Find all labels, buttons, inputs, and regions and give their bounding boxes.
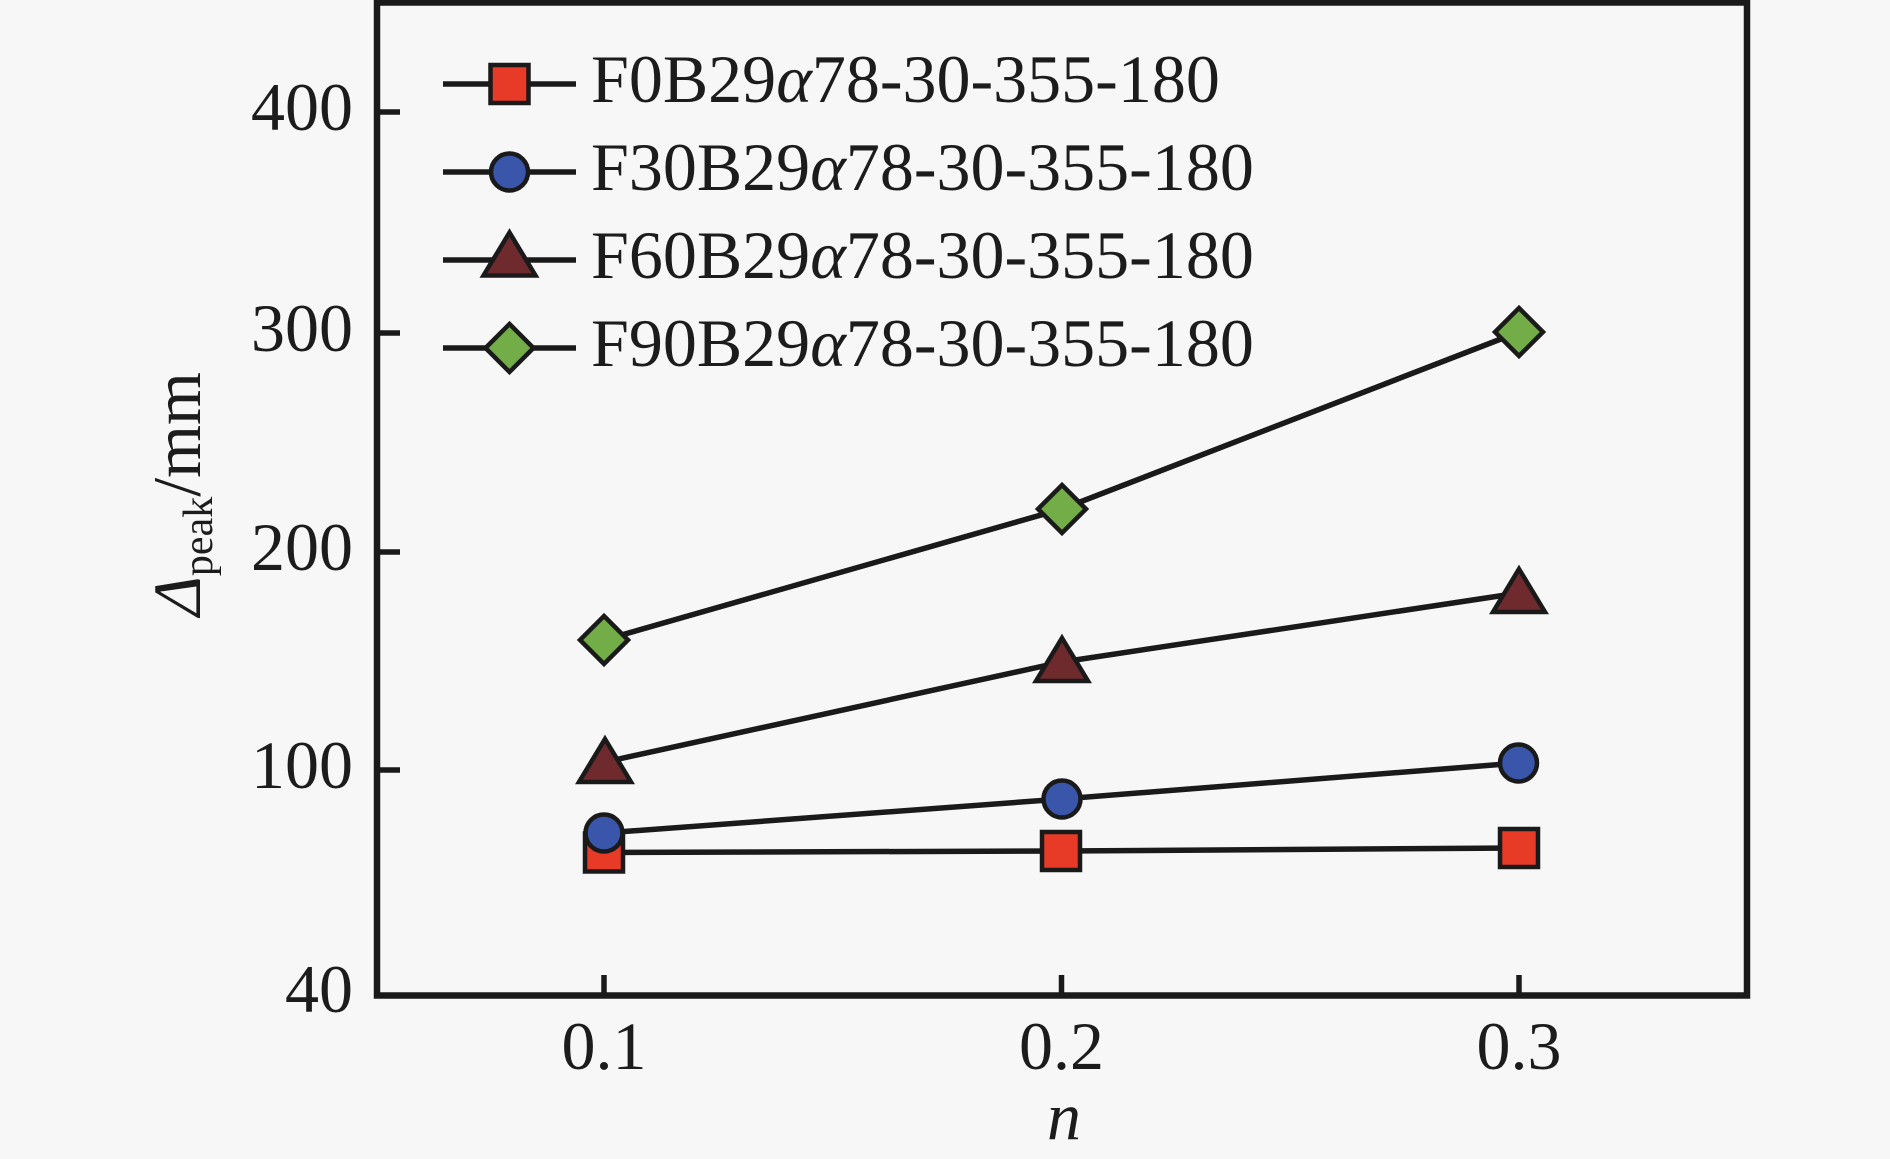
svg-text:F60B29α78-30-355-180: F60B29α78-30-355-180 bbox=[591, 217, 1254, 293]
svg-text:400: 400 bbox=[251, 69, 353, 145]
svg-text:0.3: 0.3 bbox=[1477, 1008, 1562, 1084]
svg-text:n: n bbox=[1047, 1078, 1081, 1154]
svg-text:40: 40 bbox=[285, 951, 353, 1027]
svg-text:F90B29α78-30-355-180: F90B29α78-30-355-180 bbox=[591, 305, 1254, 381]
svg-text:300: 300 bbox=[251, 290, 353, 366]
svg-text:F0B29α78-30-355-180: F0B29α78-30-355-180 bbox=[591, 41, 1220, 117]
svg-text:100: 100 bbox=[251, 727, 353, 803]
svg-text:200: 200 bbox=[251, 509, 353, 585]
svg-text:0.2: 0.2 bbox=[1019, 1008, 1104, 1084]
svg-text:F30B29α78-30-355-180: F30B29α78-30-355-180 bbox=[591, 129, 1254, 205]
svg-text:Δpeak/mm: Δpeak/mm bbox=[139, 372, 222, 619]
svg-text:0.1: 0.1 bbox=[562, 1008, 647, 1084]
